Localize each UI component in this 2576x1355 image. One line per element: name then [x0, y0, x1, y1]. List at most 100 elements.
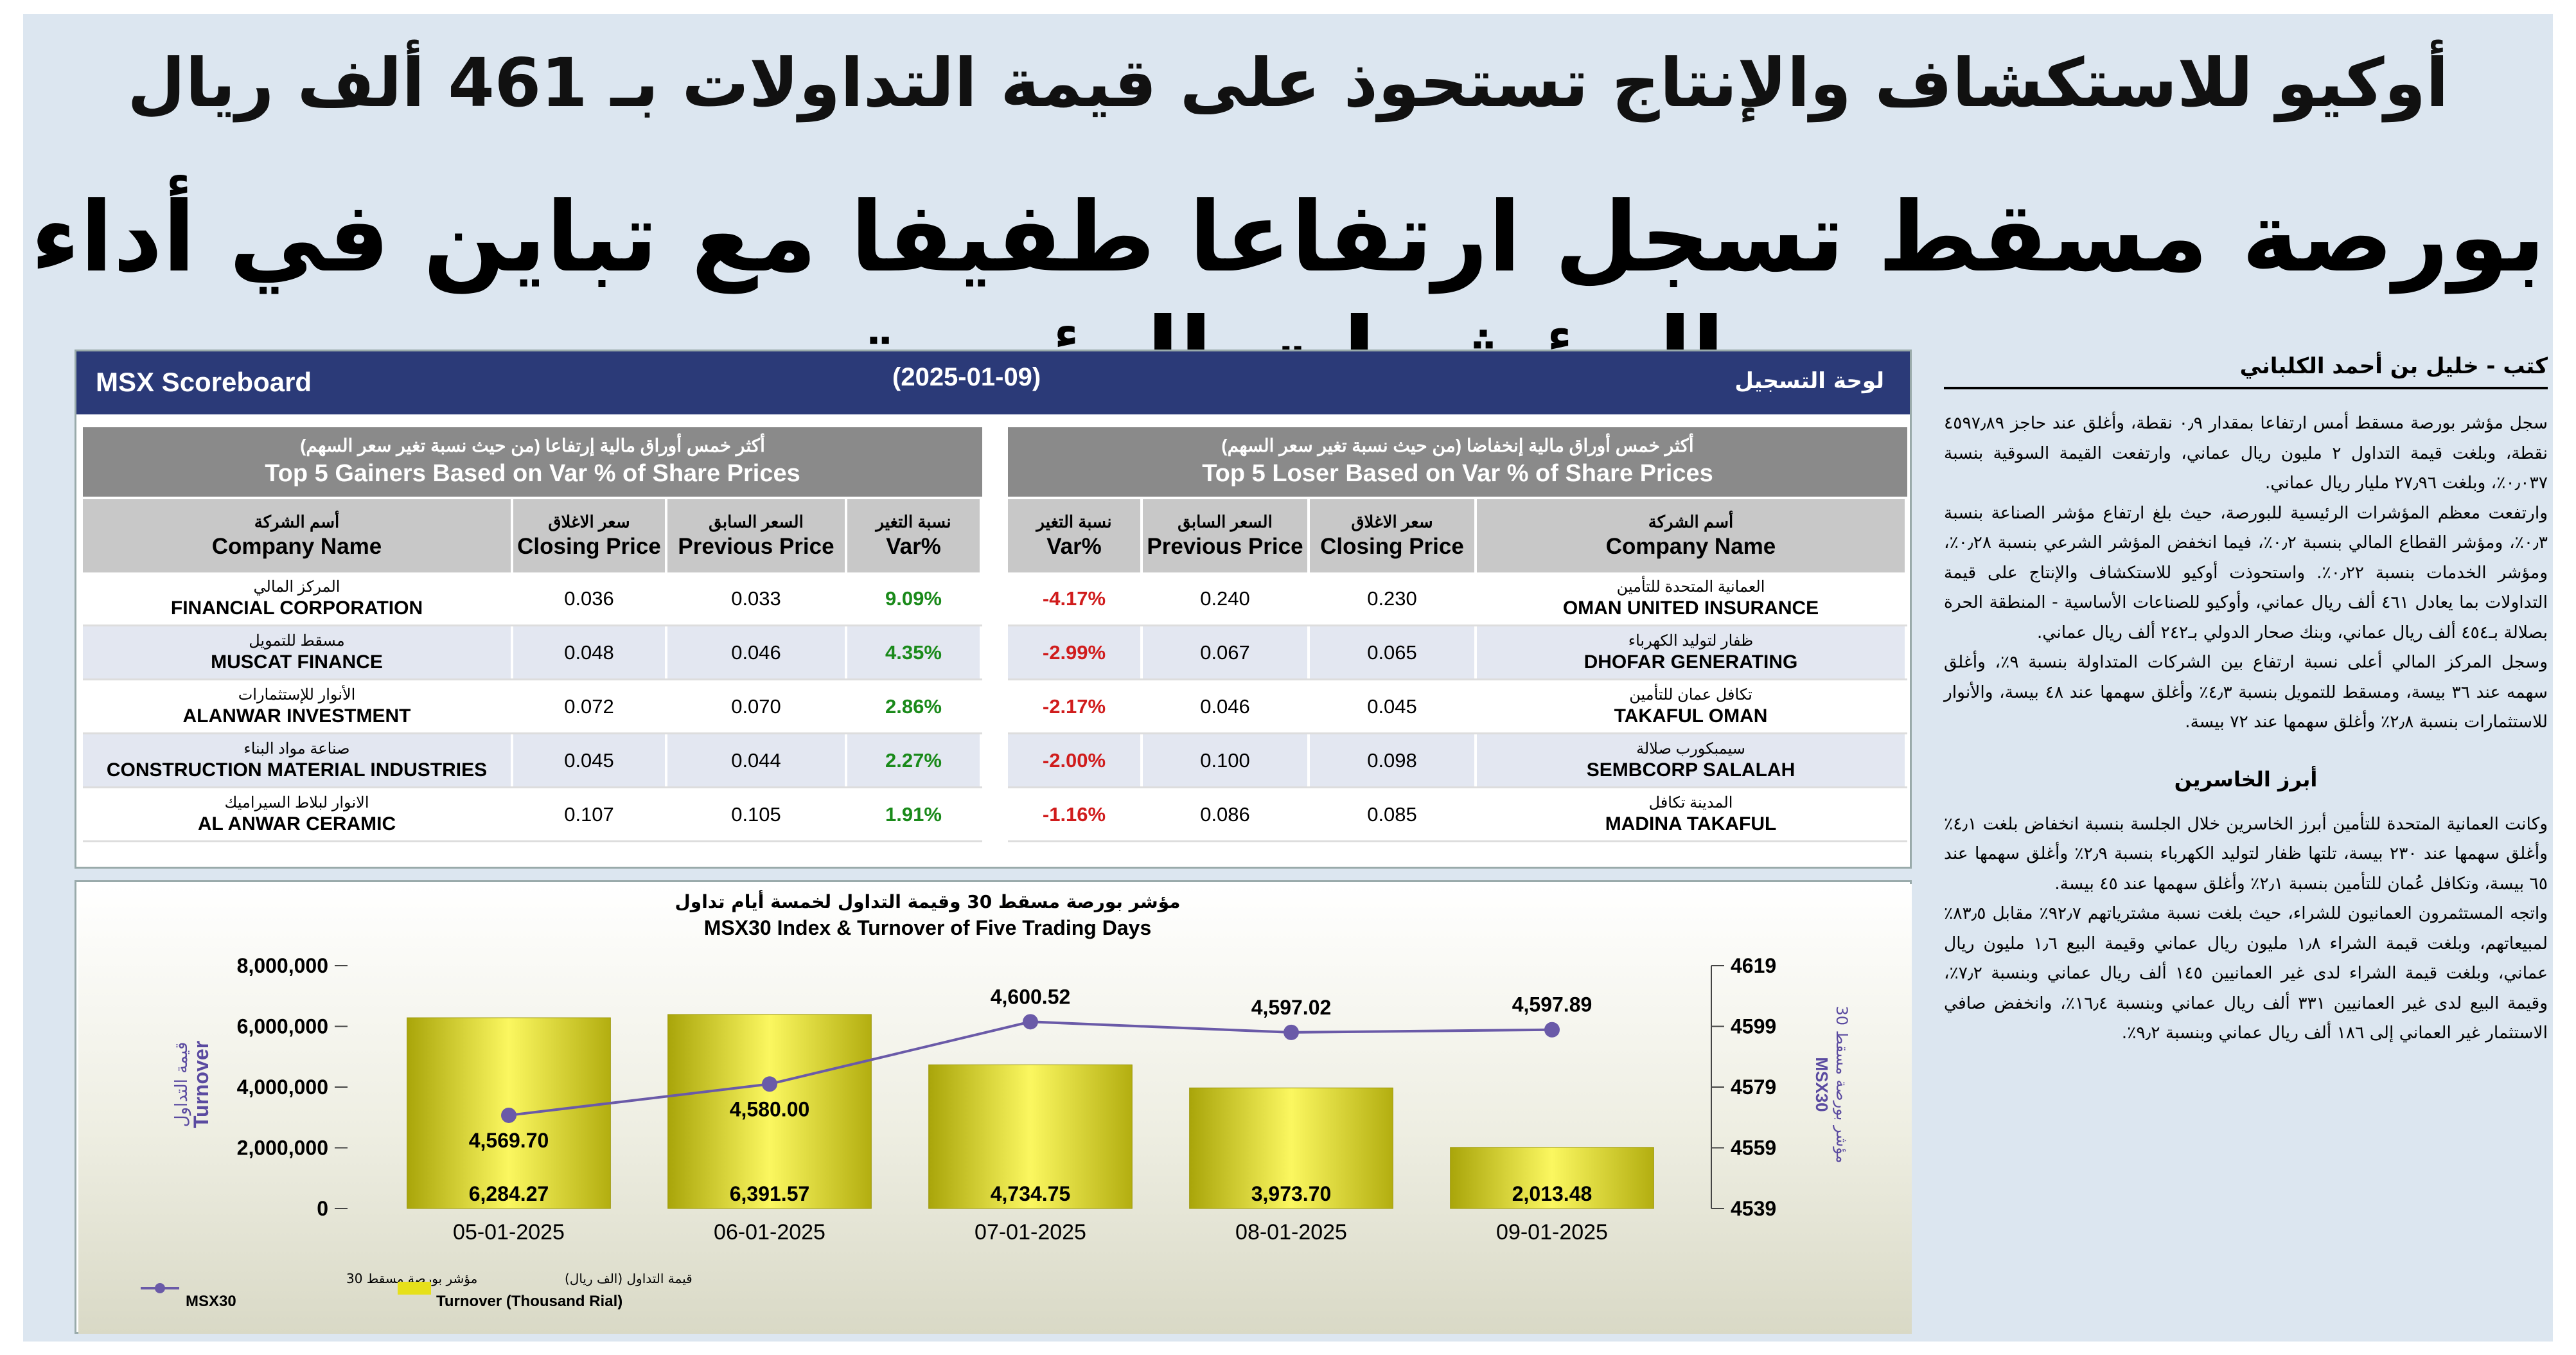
column-header-var: نسبة التغير Var% [847, 499, 982, 572]
table-row: -2.00% 0.100 0.098 سيمبكورب صلالة SEMBCORP S… [1008, 734, 1907, 788]
company-name-ar: صناعة مواد البناء [243, 739, 350, 757]
turnover-bar [928, 1064, 1133, 1209]
y-axis-label-ar: قيمة التداول [172, 1042, 191, 1128]
previous-price: 0.067 [1143, 626, 1310, 678]
newspaper-page: أوكيو للاستكشاف والإنتاج تستحوذ على قيمة… [23, 14, 2553, 1342]
previous-price: 0.086 [1143, 788, 1310, 840]
msx30-value-label: 4,569.70 [469, 1129, 549, 1152]
column-header-previous: السعر السابق Previous Price [1143, 499, 1310, 572]
msx30-point [1284, 1024, 1299, 1040]
closing-price: 0.098 [1310, 734, 1477, 786]
scoreboard-date: (2025-01-09) [892, 363, 1041, 391]
header-en: Closing Price [1320, 534, 1464, 559]
bar-value-label: 6,391.57 [730, 1182, 810, 1205]
table-row: الانوار لبلاط السيراميك AL ANWAR CERAMIC 0… [83, 788, 982, 842]
gainers-caption-en: Top 5 Gainers Based on Var % of Share Pr… [265, 460, 800, 487]
losers-caption: أكثر خمس أوراق مالية إنخفاضا (من حيث نسب… [1008, 427, 1907, 497]
company-name-ar: المدينة تكافل [1648, 793, 1733, 811]
var-percent: 2.27% [847, 734, 982, 786]
chart-svg: مؤشر بورصة مسقط 30 وقيمة التداول لخمسة أ… [78, 884, 1912, 1334]
company-name-en: FINANCIAL CORPORATION [170, 597, 423, 619]
x-tick-label: 09-01-2025 [1496, 1220, 1608, 1244]
var-percent: -2.17% [1008, 680, 1143, 732]
previous-price: 0.100 [1143, 734, 1310, 786]
scoreboard-title-en: MSX Scoreboard [96, 367, 312, 397]
header-ar: السعر السابق [1178, 512, 1273, 531]
y-axis-left: 8,000,000 6,000,000 4,000,000 2,000,000 0 [237, 954, 348, 1220]
previous-price: 0.046 [1143, 680, 1310, 732]
table-row: الأنوار للإستثمارات ALANWAR INVESTMENT 0.0… [83, 680, 982, 734]
company-name-ar: سيمبكورب صلالة [1636, 739, 1745, 757]
gainers-rows: المركز المالي FINANCIAL CORPORATION 0.036 0… [83, 572, 982, 842]
bar-value-label: 3,973.70 [1251, 1182, 1332, 1205]
y-tick-label: 4,000,000 [237, 1076, 328, 1099]
company-cell: سيمبكورب صلالة SEMBCORP SALALAH [1477, 734, 1907, 786]
x-tick-label: 07-01-2025 [975, 1220, 1086, 1244]
msx30-point [1544, 1022, 1560, 1038]
msx30-point [501, 1107, 516, 1123]
y2-tick-label: 4579 [1731, 1076, 1776, 1099]
closing-price: 0.045 [1310, 680, 1477, 732]
chart-title-ar: مؤشر بورصة مسقط 30 وقيمة التداول لخمسة أ… [675, 890, 1181, 912]
legend-line-label: MSX30 [186, 1293, 236, 1310]
chart-legend: مؤشر بورصة مسقط 30 MSX30 قيمة التداول (ا… [141, 1271, 693, 1310]
article-paragraph: وسجل المركز المالي أعلى نسبة ارتفاع بين … [1944, 652, 2548, 732]
msx30-point [762, 1076, 777, 1092]
header-en: Company Name [211, 534, 382, 559]
header-ar: أسم الشركة [254, 512, 340, 531]
header-ar: سعر الاغلاق [548, 512, 630, 531]
var-percent: 4.35% [847, 626, 982, 678]
company-name-ar: الانوار لبلاط السيراميك [224, 793, 369, 811]
byline: كتب - خليل بن أحمد الكلباني [1944, 350, 2548, 389]
article-column: كتب - خليل بن أحمد الكلباني سجل مؤشر بور… [1944, 350, 2548, 1049]
previous-price: 0.105 [667, 788, 847, 840]
x-tick-label: 06-01-2025 [714, 1220, 825, 1244]
y-axis-right: 4619 4599 4579 4559 4539 [1711, 954, 1776, 1220]
company-name-ar: الأنوار للإستثمارات [238, 686, 356, 704]
table-row: -1.16% 0.086 0.085 المدينة تكافل MADINA TAKA… [1008, 788, 1907, 842]
y-tick-label: 6,000,000 [237, 1015, 328, 1038]
company-cell: العمانية المتحدة للتأمين OMAN UNITED INSU… [1477, 572, 1907, 624]
company-name-en: CONSTRUCTION MATERIAL INDUSTRIES [106, 759, 488, 781]
table-row: -2.99% 0.067 0.065 ظفار لتوليد الكهرباء DHOF… [1008, 626, 1907, 680]
company-cell: الانوار لبلاط السيراميك AL ANWAR CERAMIC [83, 788, 513, 840]
turnover-bar [1450, 1147, 1654, 1209]
losers-rows: -4.17% 0.240 0.230 العمانية المتحدة للتأمين… [1008, 572, 1907, 842]
sub-headline: أوكيو للاستكشاف والإنتاج تستحوذ على قيمة… [127, 44, 2449, 122]
company-cell: ظفار لتوليد الكهرباء DHOFAR GENERATING [1477, 626, 1907, 678]
turnover-bar [667, 1014, 872, 1209]
msx30-line: 4,569.70 4,580.00 4,600.52 4,597.02 4,597.89 [469, 985, 1592, 1152]
table-row: -4.17% 0.240 0.230 العمانية المتحدة للتأمين… [1008, 572, 1907, 626]
closing-price: 0.065 [1310, 626, 1477, 678]
company-name-en: SEMBCORP SALALAH [1586, 759, 1795, 781]
previous-price: 0.070 [667, 680, 847, 732]
header-en: Previous Price [1147, 534, 1303, 559]
msx30-value-label: 4,600.52 [991, 985, 1071, 1008]
var-percent: 1.91% [847, 788, 982, 840]
var-percent: -2.00% [1008, 734, 1143, 786]
var-percent: -4.17% [1008, 572, 1143, 624]
previous-price: 0.044 [667, 734, 847, 786]
article-paragraph: سجل مؤشر بورصة مسقط أمس ارتفاعا بمقدار ٠… [1944, 413, 2548, 493]
company-name-ar: المركز المالي [253, 578, 340, 596]
losers-caption-ar: أكثر خمس أوراق مالية إنخفاضا (من حيث نسب… [1221, 436, 1694, 456]
company-name-en: DHOFAR GENERATING [1584, 651, 1798, 673]
column-header-closing: سعر الاغلاق Closing Price [1310, 499, 1477, 572]
msx30-turnover-chart: مؤشر بورصة مسقط 30 وقيمة التداول لخمسة أ… [75, 880, 1912, 1334]
section-heading: أبرز الخاسرين [2174, 766, 2318, 792]
bar-value-label: 6,284.27 [469, 1182, 549, 1205]
y2-tick-label: 4539 [1731, 1197, 1776, 1220]
closing-price: 0.085 [1310, 788, 1477, 840]
column-header-var: نسبة التغير Var% [1008, 499, 1143, 572]
scoreboard-header: MSX Scoreboard (2025-01-09) لوحة التسجيل [76, 351, 1910, 414]
company-name-en: MUSCAT FINANCE [211, 651, 383, 673]
chart-title: MSX30 Index & Turnover of Five Trading D… [704, 916, 1151, 939]
header-en: Closing Price [517, 534, 661, 559]
bar-value-label: 2,013.48 [1512, 1182, 1592, 1205]
company-name-ar: تكافل عمان للتأمين [1629, 686, 1752, 704]
x-axis: 05-01-2025 06-01-2025 07-01-2025 08-01-2025… [453, 1220, 1608, 1244]
company-name-en: OMAN UNITED INSURANCE [1562, 597, 1819, 619]
previous-price: 0.240 [1143, 572, 1310, 624]
turnover-bars: 6,284.27 6,391.57 4,734.75 3,973.70 2,013.48 [407, 1014, 1654, 1209]
company-name-ar: ظفار لتوليد الكهرباء [1628, 632, 1754, 650]
